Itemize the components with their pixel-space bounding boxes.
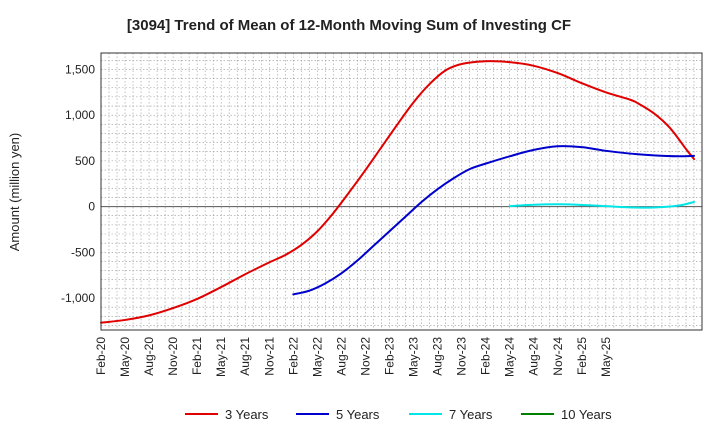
x-tick-label: May-22 (310, 337, 324, 377)
y-tick-label: -500 (71, 245, 95, 259)
x-tick-label: Aug-22 (334, 337, 348, 376)
series-lines (100, 60, 695, 324)
x-tick-label: May-20 (118, 337, 132, 377)
x-tick-label: Aug-23 (431, 337, 445, 376)
x-tick-label: May-24 (503, 337, 517, 377)
gridlines (100, 53, 703, 330)
legend-label: 5 Years (336, 407, 380, 422)
x-tick-label: May-21 (214, 337, 228, 377)
x-tick-labels: Feb-20 May-20 Aug-20 Nov-20 Feb-21 May-21 Aug-… (94, 337, 613, 377)
x-tick-label: Nov-21 (262, 337, 276, 376)
y-tick-labels: 1,500 1,000 500 0 -500 -1,000 (61, 62, 95, 305)
legend: 3 Years 5 Years 7 Years 10 Years (185, 407, 612, 422)
x-tick-label: Feb-20 (94, 337, 108, 375)
legend-label: 7 Years (449, 407, 493, 422)
x-tick-label: Nov-24 (551, 337, 565, 376)
plot-frame (100, 52, 703, 331)
y-tick-label: 1,500 (65, 62, 95, 76)
x-tick-label: May-25 (599, 337, 613, 377)
y-tick-label: 0 (88, 200, 95, 214)
series-line-3-years (100, 60, 695, 324)
x-tick-label: Aug-24 (527, 337, 541, 376)
x-tick-label: Nov-23 (455, 337, 469, 376)
x-tick-label: Feb-25 (575, 337, 589, 375)
series-line-7-years (508, 201, 695, 209)
x-tick-label: Nov-20 (166, 337, 180, 376)
series-line-5-years (292, 145, 695, 296)
chart-title: [3094] Trend of Mean of 12-Month Moving … (127, 17, 571, 34)
legend-label: 10 Years (561, 407, 612, 422)
y-tick-label: 500 (75, 154, 95, 168)
y-tick-label: 1,000 (65, 108, 95, 122)
x-tick-label: Nov-22 (358, 337, 372, 376)
legend-label: 3 Years (225, 407, 269, 422)
x-tick-label: Aug-20 (142, 337, 156, 376)
x-tick-label: Feb-23 (382, 337, 396, 375)
y-axis-label: Amount (million yen) (7, 133, 22, 252)
x-tick-label: Feb-21 (190, 337, 204, 375)
x-tick-label: Feb-22 (286, 337, 300, 375)
plot-area (101, 53, 702, 330)
x-tick-label: May-23 (407, 337, 421, 377)
y-tick-label: -1,000 (61, 291, 95, 305)
x-tick-label: Aug-21 (238, 337, 252, 376)
x-tick-label: Feb-24 (479, 337, 493, 375)
